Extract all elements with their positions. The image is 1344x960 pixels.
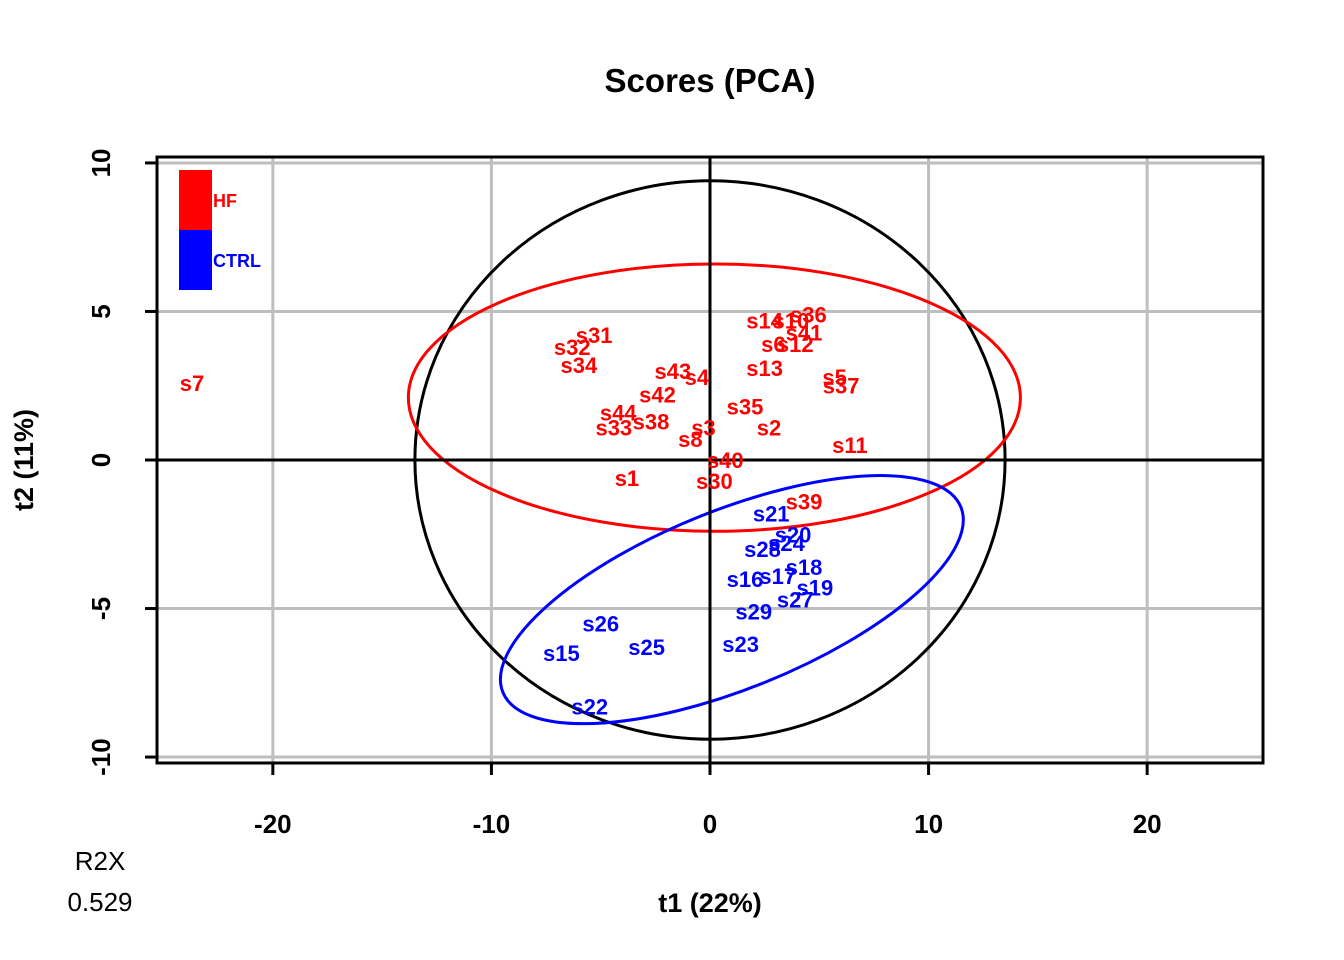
point-s24: s24 bbox=[768, 531, 805, 556]
x-tick-label: 10 bbox=[914, 809, 943, 839]
legend-label-ctrl: CTRL bbox=[213, 251, 261, 271]
point-s44: s44 bbox=[600, 400, 637, 425]
point-s40: s40 bbox=[707, 448, 744, 473]
legend-label-hf: HF bbox=[213, 191, 237, 211]
point-s39: s39 bbox=[786, 490, 823, 515]
point-s8: s8 bbox=[678, 427, 702, 452]
legend: HF CTRL bbox=[179, 170, 261, 290]
point-s14: s14 bbox=[746, 308, 783, 333]
point-s4: s4 bbox=[685, 365, 710, 390]
y-tick-label: 10 bbox=[86, 148, 116, 177]
point-s38: s38 bbox=[633, 409, 670, 434]
point-s15: s15 bbox=[543, 641, 580, 666]
group-ellipse-ctrl bbox=[498, 474, 965, 726]
point-s19: s19 bbox=[797, 576, 834, 601]
point-s16: s16 bbox=[727, 567, 764, 592]
point-s10: s10 bbox=[773, 308, 810, 333]
point-s34: s34 bbox=[560, 353, 597, 378]
chart-title: Scores (PCA) bbox=[605, 62, 816, 99]
y-tick-label: -5 bbox=[86, 597, 116, 620]
r2x-label: R2X bbox=[75, 846, 126, 876]
point-s29: s29 bbox=[735, 600, 772, 625]
point-s1: s1 bbox=[615, 466, 639, 491]
point-s32: s32 bbox=[554, 335, 591, 360]
point-s5: s5 bbox=[822, 365, 846, 390]
point-s33: s33 bbox=[595, 415, 632, 440]
point-s7: s7 bbox=[180, 371, 204, 396]
point-s27: s27 bbox=[777, 588, 814, 613]
point-s23: s23 bbox=[722, 632, 759, 657]
point-s11: s11 bbox=[832, 433, 868, 458]
x-tick-label: 20 bbox=[1133, 809, 1162, 839]
point-s12: s12 bbox=[777, 332, 814, 357]
point-s2: s2 bbox=[757, 415, 781, 440]
point-s3: s3 bbox=[691, 415, 715, 440]
point-s13: s13 bbox=[746, 356, 783, 381]
point-s28: s28 bbox=[744, 537, 781, 562]
point-s41: s41 bbox=[786, 320, 823, 345]
point-s6: s6 bbox=[761, 332, 785, 357]
axis-ticks: -20 -10 0 10 20 -10 -5 0 5 10 bbox=[86, 148, 1162, 839]
x-tick-label: -10 bbox=[473, 809, 511, 839]
legend-swatch-hf bbox=[179, 170, 212, 230]
point-s17: s17 bbox=[759, 564, 796, 589]
point-s43: s43 bbox=[654, 359, 691, 384]
point-s18: s18 bbox=[786, 555, 823, 580]
point-s31: s31 bbox=[576, 323, 613, 348]
point-s37: s37 bbox=[823, 374, 860, 399]
point-s35: s35 bbox=[727, 395, 764, 420]
point-s42: s42 bbox=[639, 383, 676, 408]
y-tick-label: 5 bbox=[86, 304, 116, 318]
point-s25: s25 bbox=[628, 635, 665, 660]
r2x-value: 0.529 bbox=[67, 887, 132, 917]
x-axis-title: t1 (22%) bbox=[658, 888, 762, 918]
y-axis-title: t2 (11%) bbox=[9, 409, 39, 511]
point-s26: s26 bbox=[582, 611, 619, 636]
zero-lines bbox=[157, 157, 1263, 763]
y-tick-label: 0 bbox=[86, 453, 116, 467]
x-tick-label: -20 bbox=[254, 809, 292, 839]
x-tick-label: 0 bbox=[703, 809, 717, 839]
point-s22: s22 bbox=[571, 695, 608, 720]
point-s30: s30 bbox=[696, 469, 733, 494]
y-tick-label: -10 bbox=[86, 738, 116, 776]
group-ellipse-hf bbox=[406, 262, 1022, 533]
point-s20: s20 bbox=[775, 522, 812, 547]
legend-swatch-ctrl bbox=[179, 230, 212, 290]
point-s36: s36 bbox=[790, 302, 827, 327]
point-s21: s21 bbox=[753, 501, 790, 526]
